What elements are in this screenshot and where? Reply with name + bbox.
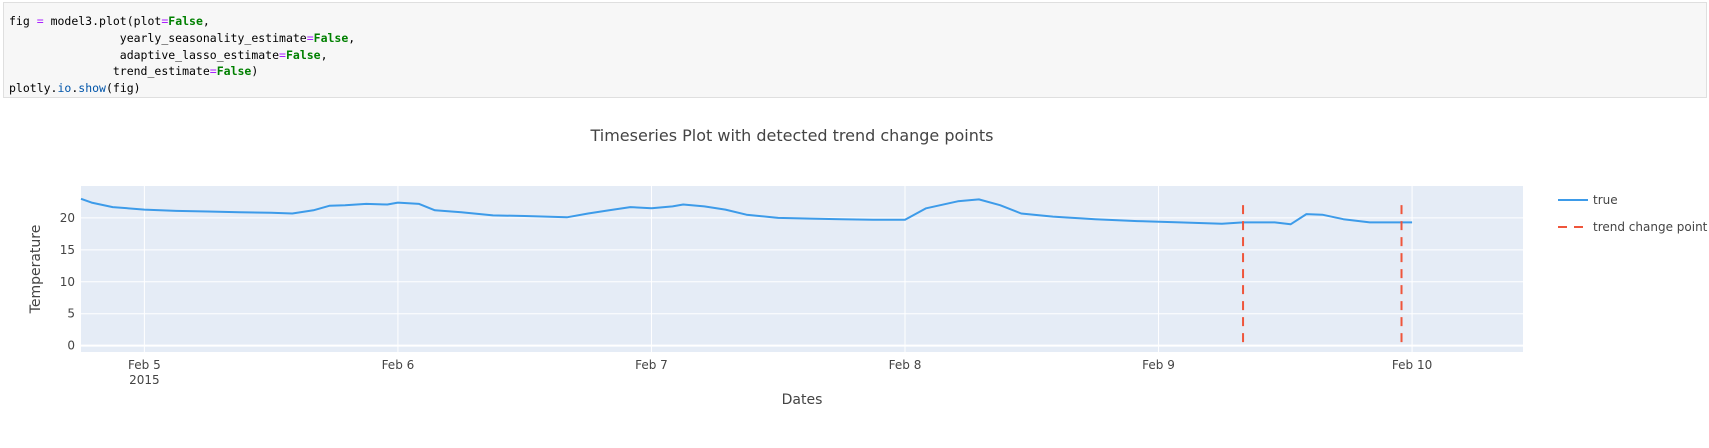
code-token: (fig) xyxy=(105,81,141,96)
code-token: , xyxy=(348,30,356,45)
code-block[interactable]: fig = model3.plot(plot=False, yearly_sea… xyxy=(4,3,1706,97)
x-tick-sublabel: 2015 xyxy=(129,373,160,387)
code-token: = xyxy=(161,14,169,28)
x-tick-label: Feb 9 xyxy=(1142,358,1175,372)
y-tick-label: 0 xyxy=(67,339,75,353)
code-token: , xyxy=(202,14,210,28)
code-token: False xyxy=(168,14,203,28)
y-tick-label: 5 xyxy=(67,307,75,321)
code-token: trend_estimate xyxy=(9,64,210,79)
x-tick-label: Feb 10 xyxy=(1392,358,1432,372)
code-token: , xyxy=(320,47,328,62)
plot-output: Timeseries Plot with detected trend chan… xyxy=(0,100,1709,448)
series-true-line[interactable] xyxy=(80,197,1413,226)
y-tick-label: 10 xyxy=(60,275,75,289)
code-token: io xyxy=(57,81,72,96)
code-line: fig = model3.plot(plot=False, xyxy=(9,14,210,28)
code-token: False xyxy=(216,64,252,79)
code-token: = xyxy=(209,64,217,79)
x-tick-label: Feb 8 xyxy=(889,358,922,372)
y-axis-ticks: 0 5 10 15 20 xyxy=(60,211,75,353)
code-line: adaptive_lasso_estimate=False, xyxy=(9,48,328,62)
code-token: = xyxy=(279,47,286,62)
legend-label: trend change point xyxy=(1593,220,1708,234)
code-token: False xyxy=(313,30,349,45)
legend-label: true xyxy=(1593,193,1618,207)
code-line: plotly.io.show(fig) xyxy=(9,81,141,95)
legend: true trend change point xyxy=(1558,193,1708,234)
series-layer xyxy=(80,197,1413,346)
code-token: plotly. xyxy=(9,81,58,96)
code-token: yearly_seasonality_estimate xyxy=(9,30,307,45)
y-axis-title: Temperature xyxy=(28,225,44,315)
x-axis-title: Dates xyxy=(782,392,823,408)
x-tick-label: Feb 6 xyxy=(382,358,415,372)
code-token: = xyxy=(36,14,44,28)
timeseries-chart[interactable]: Timeseries Plot with detected trend chan… xyxy=(0,100,1709,448)
code-line: trend_estimate=False) xyxy=(9,64,258,78)
chart-title: Timeseries Plot with detected trend chan… xyxy=(589,126,993,145)
code-token: False xyxy=(285,47,321,62)
legend-item[interactable]: trend change point xyxy=(1558,220,1708,234)
y-tick-label: 15 xyxy=(60,243,75,257)
code-token: fig xyxy=(9,14,37,28)
code-token: adaptive_lasso_estimate xyxy=(9,47,280,62)
code-token: . xyxy=(71,81,79,96)
code-token: show xyxy=(78,81,106,96)
x-gridlines xyxy=(143,186,1413,352)
code-token: ) xyxy=(251,64,259,79)
x-tick-label: Feb 7 xyxy=(635,358,668,372)
plot-area[interactable] xyxy=(81,186,1523,352)
legend-item[interactable]: true xyxy=(1558,193,1618,207)
y-tick-label: 20 xyxy=(60,211,75,225)
code-token: model3.plot(plot xyxy=(43,14,162,28)
code-cell[interactable]: fig = model3.plot(plot=False, yearly_sea… xyxy=(3,2,1707,98)
code-line: yearly_seasonality_estimate=False, xyxy=(9,31,355,45)
code-token: = xyxy=(306,30,314,45)
x-tick-label: Feb 5 xyxy=(128,358,161,372)
